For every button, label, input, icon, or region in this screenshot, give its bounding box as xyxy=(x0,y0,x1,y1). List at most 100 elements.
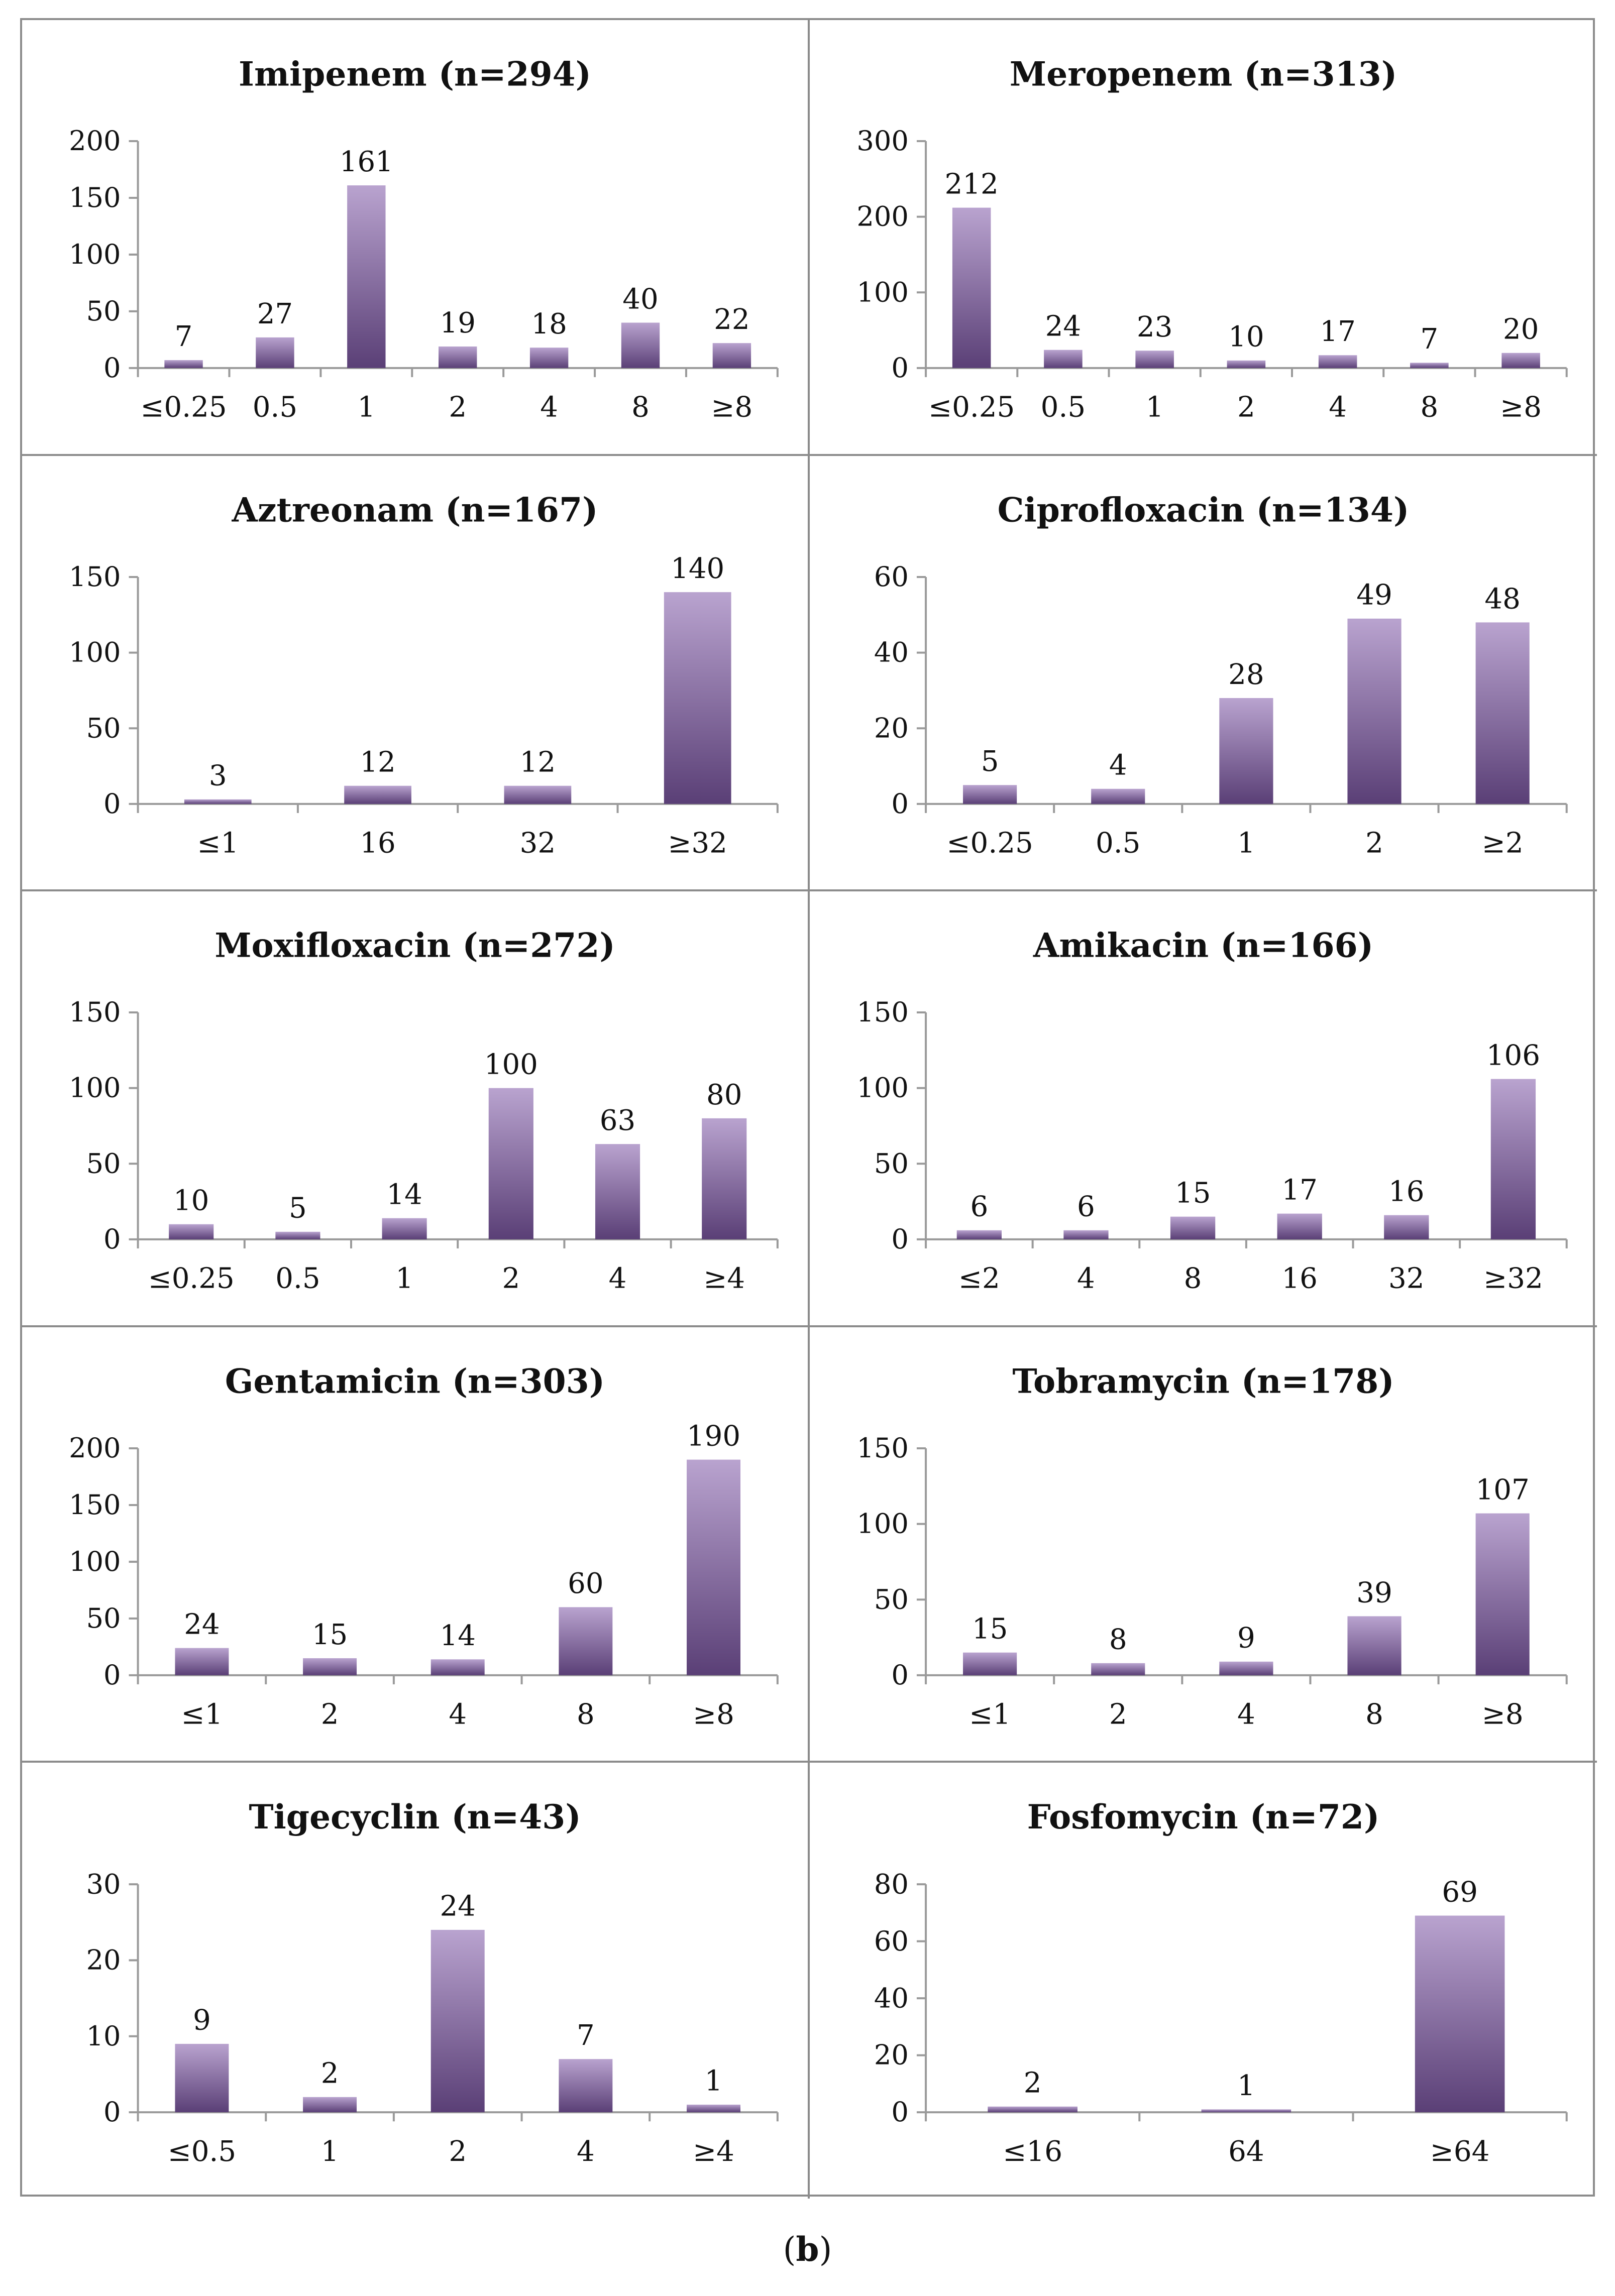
bar xyxy=(344,785,411,804)
data-label: 22 xyxy=(714,303,749,336)
data-label: 14 xyxy=(386,1179,422,1211)
x-tick-label: ≤0.25 xyxy=(148,1262,235,1295)
bar xyxy=(712,343,751,368)
chart-title: Fosfomycin (n=72) xyxy=(1027,1797,1380,1836)
bar xyxy=(1475,622,1530,804)
y-tick-label: 0 xyxy=(891,788,909,820)
bar xyxy=(488,1088,533,1240)
bar xyxy=(303,1658,357,1675)
x-tick-label: ≥8 xyxy=(693,1698,734,1731)
data-label: 39 xyxy=(1356,1576,1392,1609)
bar-chart: Moxifloxacin (n=272) 0 50 100 150 10 ≤0.25 5 0.5… xyxy=(69,926,779,1295)
x-tick-label: ≤2 xyxy=(958,1262,1000,1295)
data-label: 1 xyxy=(705,2065,723,2098)
chart-title: Tigecyclin (n=43) xyxy=(249,1797,581,1836)
x-tick-label: ≤1 xyxy=(197,827,239,859)
data-label: 69 xyxy=(1442,1876,1478,1909)
x-tick-label: 4 xyxy=(577,2135,595,2168)
x-tick-label: 64 xyxy=(1228,2135,1264,2168)
x-tick-label: 4 xyxy=(449,1698,467,1731)
bar xyxy=(1347,1616,1402,1675)
data-label: 48 xyxy=(1484,583,1521,615)
x-tick-label: 1 xyxy=(357,391,375,423)
bar-chart: Amikacin (n=166) 0 50 100 150 6 ≤2 6 4 15 8 17 16 16 3… xyxy=(856,926,1568,1295)
data-label: 9 xyxy=(193,2004,211,2037)
x-tick-label: 2 xyxy=(1237,391,1255,423)
bar xyxy=(529,348,569,368)
x-tick-label: 2 xyxy=(1365,827,1383,859)
data-label: 5 xyxy=(289,1192,307,1225)
y-tick-label: 50 xyxy=(874,1148,909,1180)
data-label: 16 xyxy=(1388,1176,1425,1208)
bar xyxy=(1415,1915,1505,2113)
chart-panel: Gentamicin (n=303) 0 50 100 150 200 24 ≤1 15 2 14 4… xyxy=(22,1327,810,1763)
bar xyxy=(1091,1663,1145,1675)
y-tick-label: 0 xyxy=(891,1659,909,1691)
y-tick-label: 150 xyxy=(69,1489,121,1521)
y-tick-label: 200 xyxy=(69,125,121,157)
y-tick-label: 0 xyxy=(103,1223,121,1255)
y-tick-label: 100 xyxy=(856,1072,909,1104)
y-tick-label: 150 xyxy=(856,1432,909,1464)
bar xyxy=(504,785,572,804)
data-label: 10 xyxy=(1228,321,1264,354)
y-tick-label: 0 xyxy=(891,1223,909,1255)
x-tick-label: 1 xyxy=(321,2135,339,2168)
y-tick-label: 100 xyxy=(856,1508,909,1539)
y-tick-label: 50 xyxy=(86,712,121,744)
bar-chart: Tigecyclin (n=43) 0 10 20 30 9 ≤0.5 2 1 24 2 7 4 1 ≥4 xyxy=(86,1797,779,2168)
data-label: 20 xyxy=(1503,313,1539,346)
x-tick-label: 4 xyxy=(609,1262,627,1295)
data-label: 24 xyxy=(1045,310,1082,343)
x-tick-label: 2 xyxy=(321,1698,339,1731)
y-tick-label: 20 xyxy=(86,1944,121,1976)
x-tick-label: 8 xyxy=(1365,1698,1383,1731)
x-tick-label: ≥32 xyxy=(1483,1262,1543,1295)
x-tick-label: ≤0.25 xyxy=(946,827,1033,859)
x-tick-label: 4 xyxy=(1237,1698,1255,1731)
y-tick-label: 60 xyxy=(874,561,909,593)
x-tick-label: ≤16 xyxy=(1003,2135,1062,2168)
y-tick-label: 300 xyxy=(856,125,909,157)
y-tick-label: 150 xyxy=(856,996,909,1028)
bar xyxy=(1501,353,1540,368)
data-label: 12 xyxy=(360,746,395,778)
chart-panel: Amikacin (n=166) 0 50 100 150 6 ≤2 6 4 15 8 17 16 16 3… xyxy=(810,891,1597,1327)
y-tick-label: 0 xyxy=(891,2097,909,2128)
chart-panel: Ciprofloxacin (n=134) 0 20 40 60 5 ≤0.25 4 0.5 28… xyxy=(810,456,1597,892)
figure-caption: (b) xyxy=(783,2230,832,2269)
x-tick-label: ≥8 xyxy=(1500,391,1542,423)
y-tick-label: 100 xyxy=(69,1546,121,1577)
x-tick-label: 1 xyxy=(1237,827,1255,859)
bar xyxy=(439,346,477,368)
data-label: 17 xyxy=(1320,315,1356,348)
chart-title: Ciprofloxacin (n=134) xyxy=(998,490,1410,529)
x-tick-label: 1 xyxy=(395,1262,413,1295)
bar xyxy=(1170,1216,1216,1240)
bar xyxy=(1091,788,1145,804)
x-tick-label: 4 xyxy=(1077,1262,1095,1295)
data-label: 7 xyxy=(577,2019,595,2052)
bar xyxy=(595,1144,640,1240)
bar-chart: Meropenem (n=313)0100200300212≤0.25240.5… xyxy=(856,55,1568,423)
data-label: 6 xyxy=(970,1191,988,1223)
data-label: 24 xyxy=(440,1890,476,1923)
bar-chart: Imipenem (n=294) 0 50 100 150 200 7 ≤0.25 27 0.5 1… xyxy=(69,54,779,423)
data-label: 7 xyxy=(175,320,193,353)
y-tick-label: 100 xyxy=(856,276,909,308)
data-label: 24 xyxy=(184,1608,220,1641)
data-label: 15 xyxy=(972,1613,1008,1645)
y-tick-label: 200 xyxy=(856,201,909,233)
y-tick-label: 100 xyxy=(69,636,121,668)
x-tick-label: 1 xyxy=(1146,391,1164,423)
data-label: 107 xyxy=(1475,1473,1529,1506)
data-label: 40 xyxy=(622,283,658,315)
data-label: 15 xyxy=(312,1619,348,1651)
chart-panel: Aztreonam (n=167) 0 50 100 150 3 ≤1 12 16 12 32 140… xyxy=(22,455,810,892)
y-tick-label: 60 xyxy=(874,1925,909,1957)
x-tick-label: ≥8 xyxy=(711,391,753,423)
bar xyxy=(1318,355,1357,368)
bar xyxy=(347,185,386,368)
x-tick-label: 2 xyxy=(449,2135,467,2168)
bar xyxy=(430,1930,485,2113)
